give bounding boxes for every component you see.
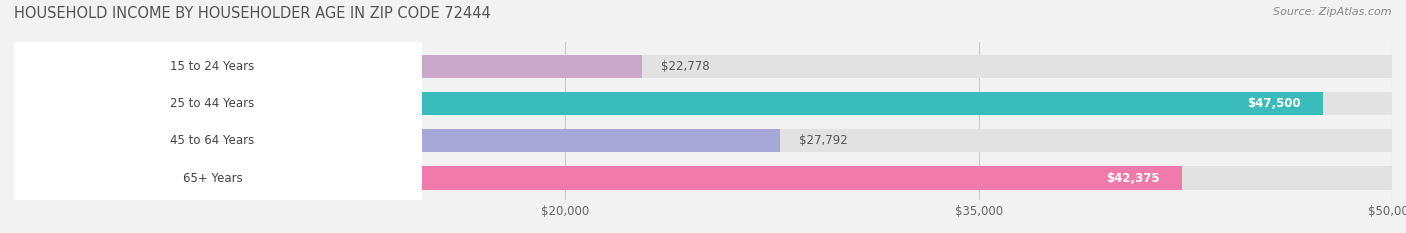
FancyBboxPatch shape — [3, 0, 422, 233]
Text: $42,375: $42,375 — [1107, 171, 1160, 185]
Text: 45 to 64 Years: 45 to 64 Years — [170, 134, 254, 147]
Text: 25 to 44 Years: 25 to 44 Years — [170, 97, 254, 110]
Text: HOUSEHOLD INCOME BY HOUSEHOLDER AGE IN ZIP CODE 72444: HOUSEHOLD INCOME BY HOUSEHOLDER AGE IN Z… — [14, 6, 491, 21]
Text: 15 to 24 Years: 15 to 24 Years — [170, 60, 254, 73]
Bar — [14, 129, 1392, 152]
Bar — [14, 55, 1392, 78]
FancyBboxPatch shape — [3, 0, 422, 233]
Bar — [14, 166, 1392, 190]
Bar — [14, 166, 1182, 190]
Text: $22,778: $22,778 — [661, 60, 710, 73]
Text: $47,500: $47,500 — [1247, 97, 1301, 110]
FancyBboxPatch shape — [3, 0, 422, 233]
Bar — [14, 129, 780, 152]
Text: $27,792: $27,792 — [799, 134, 848, 147]
Bar — [14, 92, 1392, 115]
Text: Source: ZipAtlas.com: Source: ZipAtlas.com — [1274, 7, 1392, 17]
Bar — [14, 55, 641, 78]
Bar — [14, 92, 1323, 115]
Text: 65+ Years: 65+ Years — [183, 171, 242, 185]
FancyBboxPatch shape — [3, 0, 422, 233]
